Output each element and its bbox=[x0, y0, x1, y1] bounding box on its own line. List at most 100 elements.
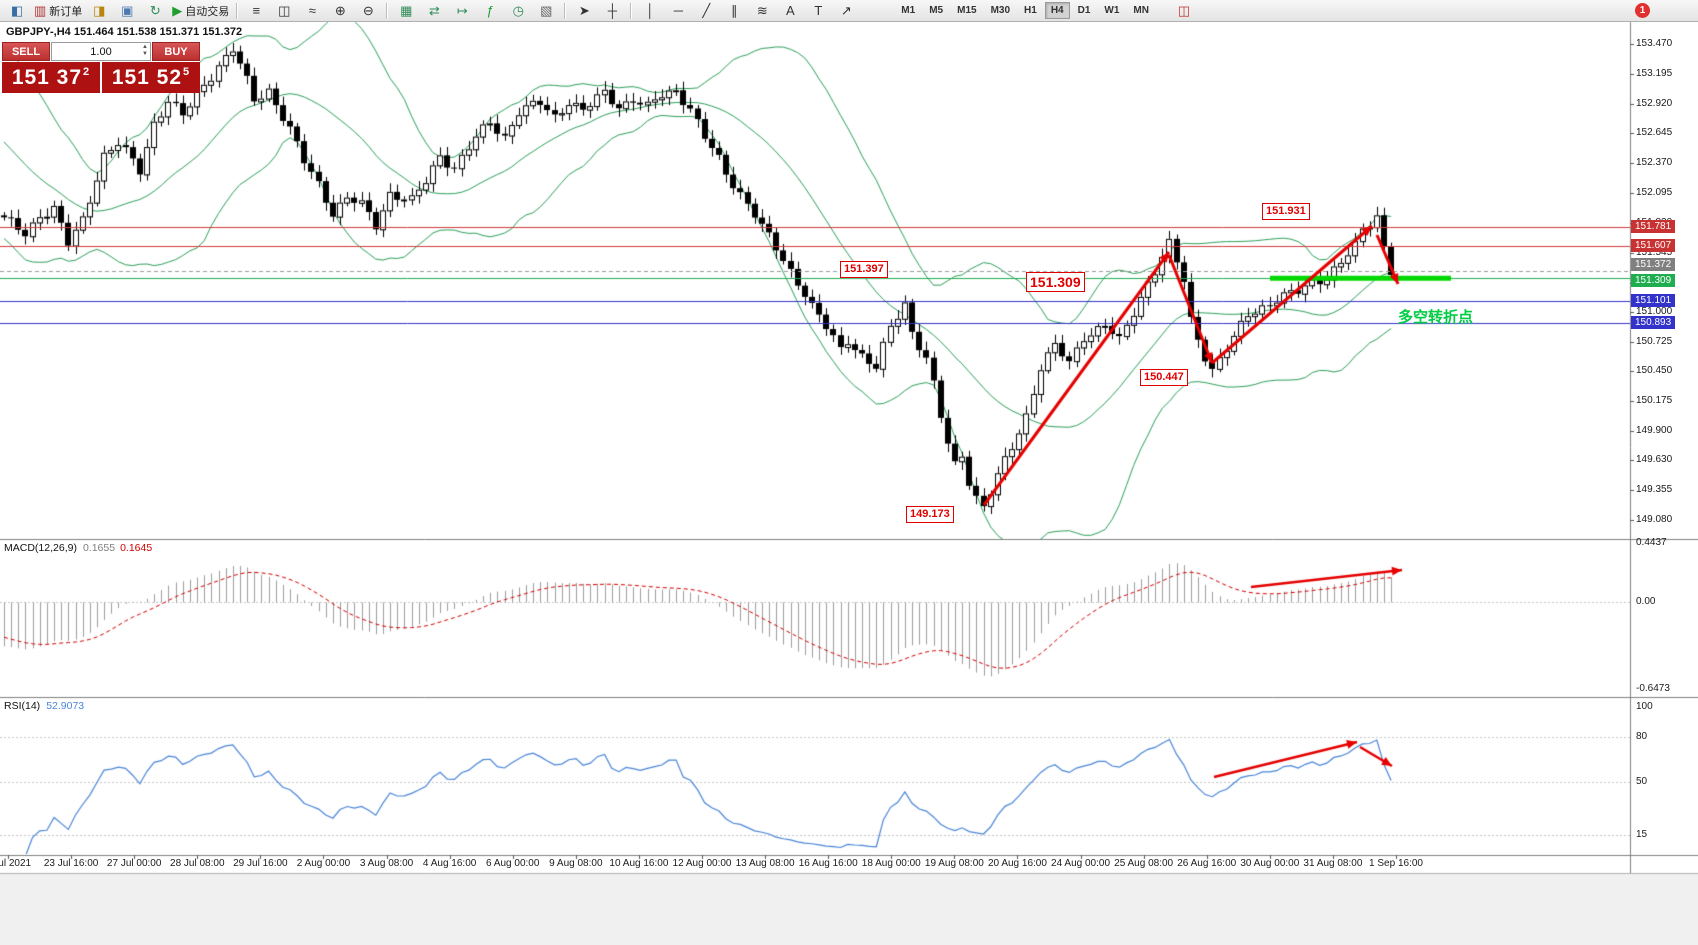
time-axis-label: 18 Aug 00:00 bbox=[861, 858, 921, 869]
time-axis-label: 30 Aug 00:00 bbox=[1240, 858, 1300, 869]
time-axis-label: 25 Aug 08:00 bbox=[1114, 858, 1174, 869]
time-axis-label: 9 Aug 08:00 bbox=[549, 858, 603, 869]
zoom-in-icon: ⊕ bbox=[334, 2, 346, 18]
indicators-icon: ƒ bbox=[486, 2, 494, 18]
buy-button[interactable]: BUY bbox=[152, 42, 200, 61]
turning-point-annotation[interactable]: 多空转折点 bbox=[1398, 309, 1474, 326]
timeframe-h1[interactable]: H1 bbox=[1024, 5, 1037, 16]
volume-input[interactable]: 1.00 ▲ ▼ bbox=[51, 42, 151, 61]
app-icon[interactable]: ◧ bbox=[4, 2, 30, 20]
price-scale-label: 149.080 bbox=[1636, 513, 1673, 525]
timeframe-group: M1 M5 M15 M30 H1 H4 D1 W1 MN bbox=[894, 2, 1156, 19]
templates-icon[interactable]: ▧ bbox=[533, 2, 559, 20]
price-scale-label: 152.920 bbox=[1636, 97, 1673, 109]
ask-price[interactable]: 151 52 5 bbox=[102, 62, 200, 93]
text-icon[interactable]: A bbox=[777, 2, 803, 20]
sell-button[interactable]: SELL bbox=[2, 42, 50, 61]
timeframe-mn[interactable]: MN bbox=[1133, 5, 1149, 16]
time-axis-label: 23 Jul 16:00 bbox=[43, 858, 99, 869]
volume-stepper[interactable]: ▲ ▼ bbox=[142, 44, 148, 58]
zoom-in-icon[interactable]: ⊕ bbox=[327, 2, 353, 20]
time-axis-label: 29 Jul 16:00 bbox=[233, 858, 288, 869]
auto-scroll-icon[interactable]: ⇄ bbox=[421, 2, 447, 20]
fibonacci-icon[interactable]: ≋ bbox=[749, 2, 775, 20]
autotrading-button[interactable]: ▶ 自动交易 bbox=[170, 2, 231, 20]
ask-price-sup: 5 bbox=[183, 66, 191, 78]
toolbar-separator bbox=[236, 2, 239, 19]
timeframe-m1[interactable]: M1 bbox=[901, 5, 916, 16]
timeframe-m5[interactable]: M5 bbox=[929, 5, 944, 16]
time-axis-label: 26 Aug 16:00 bbox=[1177, 858, 1237, 869]
annotation-price-box[interactable]: 150.447 bbox=[1140, 369, 1188, 386]
volume-value: 1.00 bbox=[90, 45, 112, 58]
notification-badge[interactable]: 1 bbox=[1635, 3, 1650, 18]
profiles-icon: ▣ bbox=[121, 2, 134, 18]
fibonacci-icon: ≋ bbox=[756, 2, 768, 18]
new-order-button[interactable]: ▥ 新订单 bbox=[32, 2, 84, 20]
toolbar-icons: ◧ ▥ 新订单 ◨ ▣ ↻ ▶ 自动交易 ≡ ◫ ≈ ⊕ ⊖ ▦ ⇄ ↦ ƒ ◷ ▧ ➤ ┼ │ ─ ╱ ∥ ≋ A T ↗ bbox=[3, 2, 860, 20]
rsi-indicator-label: RSI(14) 52.9073 bbox=[4, 700, 84, 712]
main-toolbar: ◧ ▥ 新订单 ◨ ▣ ↻ ▶ 自动交易 ≡ ◫ ≈ ⊕ ⊖ ▦ ⇄ ↦ ƒ ◷ ▧ ➤ ┼ │ ─ ╱ ∥ ≋ A T ↗ M1 M5 M… bbox=[0, 0, 1698, 22]
label-icon[interactable]: T bbox=[805, 2, 831, 20]
label-icon: T bbox=[814, 2, 823, 18]
annotation-price-box[interactable]: 151.397 bbox=[840, 261, 888, 278]
time-axis-label: 24 Aug 00:00 bbox=[1051, 858, 1111, 869]
periods-icon[interactable]: ◷ bbox=[505, 2, 531, 20]
app-icon: ◧ bbox=[10, 2, 24, 18]
time-axis-label: 31 Aug 08:00 bbox=[1303, 858, 1363, 869]
bar-chart-icon: ≡ bbox=[252, 2, 261, 18]
macd-main-value: 0.1655 bbox=[82, 542, 116, 554]
auto-scroll-icon: ⇄ bbox=[428, 2, 440, 18]
time-axis-label: 20 Aug 16:00 bbox=[987, 858, 1047, 869]
crosshair-icon[interactable]: ┼ bbox=[599, 2, 625, 20]
horizontal-line-icon: ─ bbox=[673, 2, 683, 18]
price-scale-label: 152.645 bbox=[1636, 127, 1673, 139]
timeframe-m15[interactable]: M15 bbox=[957, 5, 977, 16]
refresh-icon[interactable]: ↻ bbox=[142, 2, 168, 20]
price-tag-151.607: 151.607 bbox=[1631, 238, 1676, 252]
trendline-icon: ╱ bbox=[702, 2, 711, 18]
candlestick-chart-icon[interactable]: ◫ bbox=[271, 2, 297, 20]
profiles-icon[interactable]: ▣ bbox=[114, 2, 140, 20]
stepper-down-icon[interactable]: ▼ bbox=[142, 51, 148, 57]
rsi-value: 52.9073 bbox=[46, 700, 85, 712]
annotation-price-box[interactable]: 149.173 bbox=[906, 506, 954, 523]
cursor-icon[interactable]: ➤ bbox=[571, 2, 597, 20]
market-depth-icon[interactable]: ◫ bbox=[1177, 2, 1191, 18]
shapes-icon[interactable]: ↗ bbox=[833, 2, 859, 20]
timeframe-h4[interactable]: H4 bbox=[1044, 2, 1070, 19]
crosshair-icon: ┼ bbox=[607, 2, 617, 18]
time-axis-label: 6 Aug 00:00 bbox=[486, 858, 540, 869]
annotation-price-box[interactable]: 151.931 bbox=[1262, 203, 1310, 220]
timeframe-m30[interactable]: M30 bbox=[990, 5, 1011, 16]
annotation-price-box[interactable]: 151.309 bbox=[1026, 272, 1085, 292]
shapes-icon: ↗ bbox=[840, 2, 852, 18]
macd-indicator-label: MACD(12,26,9) 0.1655 0.1645 bbox=[4, 542, 152, 554]
rsi-scale-label: 15 bbox=[1636, 828, 1648, 840]
one-click-trading-panel: SELL 1.00 ▲ ▼ BUY 151 37 2 151 52 5 bbox=[2, 42, 200, 93]
rsi-scale-label: 80 bbox=[1636, 731, 1648, 742]
zoom-out-icon[interactable]: ⊖ bbox=[355, 2, 381, 20]
trendline-icon[interactable]: ╱ bbox=[693, 2, 719, 20]
price-tag-150.893: 150.893 bbox=[1631, 316, 1676, 330]
bid-price[interactable]: 151 37 2 bbox=[2, 62, 100, 93]
chart-shift-icon[interactable]: ↦ bbox=[449, 2, 475, 20]
timeframe-w1[interactable]: W1 bbox=[1104, 5, 1120, 16]
new-order-button: ▥ bbox=[34, 2, 47, 18]
price-scale-label: 150.450 bbox=[1636, 365, 1673, 377]
refresh-icon: ↻ bbox=[149, 2, 161, 18]
bar-chart-icon[interactable]: ≡ bbox=[243, 2, 269, 20]
tile-windows-icon[interactable]: ▦ bbox=[393, 2, 419, 20]
ask-price-main: 151 52 bbox=[111, 65, 183, 89]
price-tag-151.101: 151.101 bbox=[1631, 293, 1676, 307]
channel-icon[interactable]: ∥ bbox=[721, 2, 747, 20]
horizontal-line-icon[interactable]: ─ bbox=[665, 2, 691, 20]
vertical-line-icon[interactable]: │ bbox=[637, 2, 663, 20]
indicators-icon[interactable]: ƒ bbox=[477, 2, 503, 20]
line-chart-icon[interactable]: ≈ bbox=[299, 2, 325, 20]
line-chart-icon: ≈ bbox=[308, 2, 316, 18]
chart-window-icon[interactable]: ◨ bbox=[86, 2, 112, 20]
stepper-up-icon[interactable]: ▲ bbox=[142, 44, 148, 50]
timeframe-d1[interactable]: D1 bbox=[1077, 5, 1091, 16]
